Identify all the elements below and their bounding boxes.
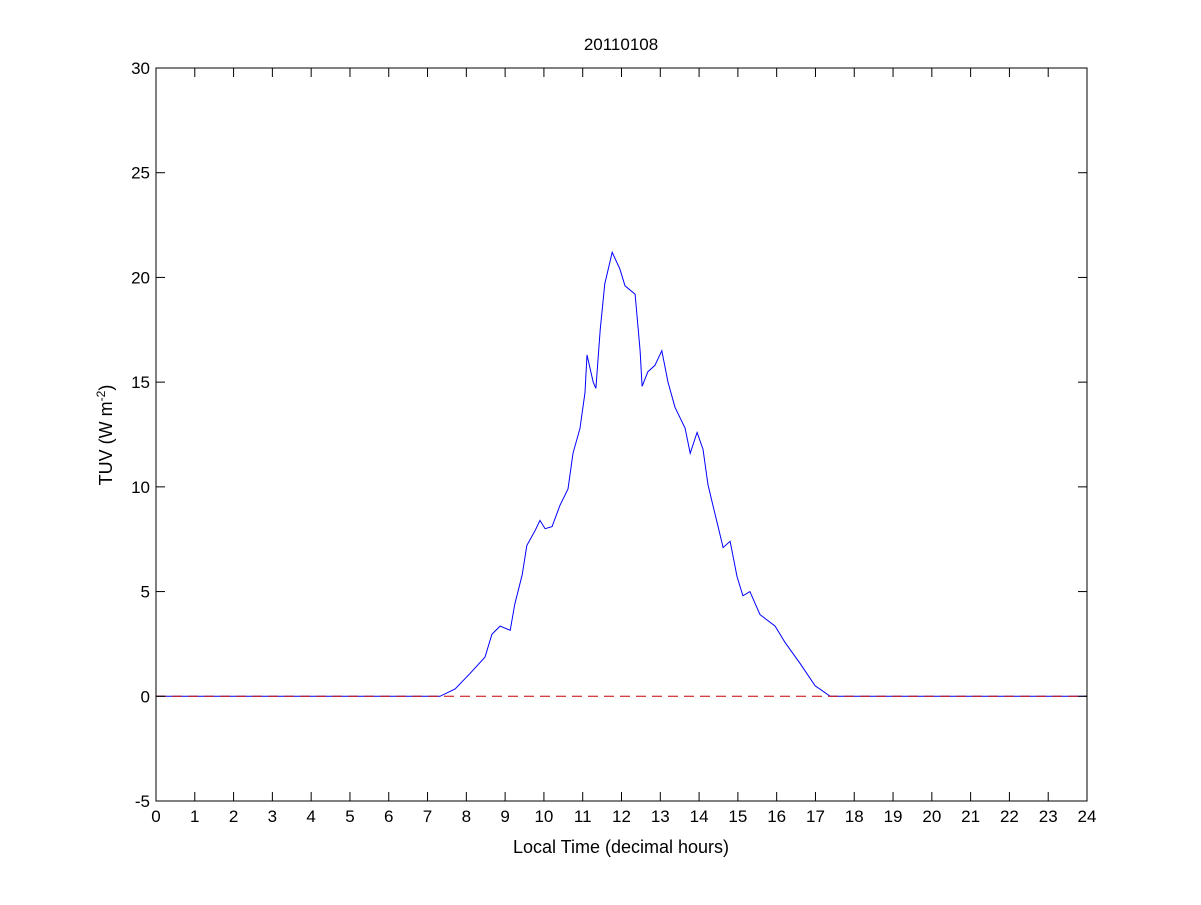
- x-tick-label: 23: [1039, 807, 1058, 826]
- x-tick-label: 3: [268, 807, 277, 826]
- y-axis-label-main: TUV (W m: [96, 401, 116, 485]
- y-tick-label: 25: [131, 164, 150, 183]
- ticks-layer: 0 1 2 3 4 5 6 7 8 9 10 11 12 13 14 15 16 17 18 19 20 21 22 23 24…: [131, 59, 1096, 826]
- x-tick-label: 9: [500, 807, 509, 826]
- x-tick-label: 1: [190, 807, 199, 826]
- x-tick-label: 8: [462, 807, 471, 826]
- x-axis-label: Local Time (decimal hours): [513, 837, 729, 857]
- y-tick-label: 5: [141, 583, 150, 602]
- y-tick-label: 10: [131, 478, 150, 497]
- x-tick-label: 7: [423, 807, 432, 826]
- y-tick-label: 30: [131, 59, 150, 78]
- x-tick-label: 17: [806, 807, 825, 826]
- x-tick-label: 12: [612, 807, 631, 826]
- x-tick-label: 6: [384, 807, 393, 826]
- y-axis-label-sup: -2: [94, 390, 108, 401]
- x-tick-label: 21: [961, 807, 980, 826]
- x-tick-label: 16: [767, 807, 786, 826]
- y-tick-label: 15: [131, 373, 150, 392]
- x-tick-label: 4: [306, 807, 315, 826]
- y-axis-label-close: ): [96, 385, 116, 391]
- x-tick-label: 15: [728, 807, 747, 826]
- y-tick-label: -5: [135, 792, 150, 811]
- chart-title: 20110108: [584, 35, 658, 54]
- x-tick-label: 2: [229, 807, 238, 826]
- x-tick-label: 10: [534, 807, 553, 826]
- y-tick-label: 0: [141, 687, 150, 706]
- x-tick-label: 0: [151, 807, 160, 826]
- x-tick-label: 11: [574, 807, 592, 826]
- x-tick-label: 13: [651, 807, 670, 826]
- x-tick-label: 24: [1078, 807, 1097, 826]
- x-tick-label: 18: [845, 807, 864, 826]
- series-line-0: [156, 250, 1087, 697]
- x-tick-label: 5: [345, 807, 354, 826]
- x-tick-label: 19: [884, 807, 903, 826]
- x-tick-label: 20: [922, 807, 941, 826]
- x-tick-label: 14: [690, 807, 709, 826]
- y-axis-label: TUV (W m-2): [94, 385, 116, 486]
- y-tick-label: 20: [131, 268, 150, 287]
- x-tick-label: 22: [1000, 807, 1019, 826]
- series-layer: [156, 250, 1087, 697]
- plot-area: [156, 68, 1087, 801]
